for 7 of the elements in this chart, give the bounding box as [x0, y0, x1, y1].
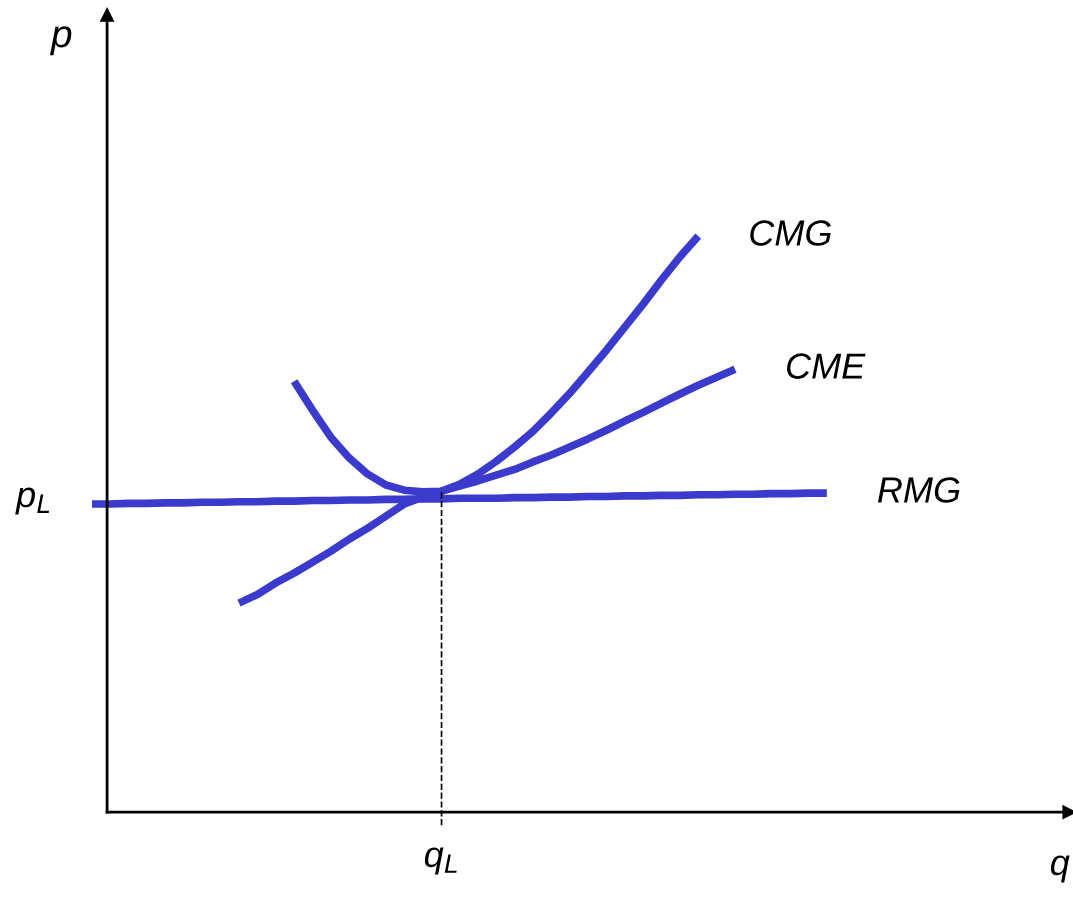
text: q — [1050, 855, 1070, 883]
series-label: CMG — [750, 220, 831, 246]
series-label: CME — [786, 353, 866, 379]
y-axis-title: p — [50, 26, 72, 56]
text: p$_{L}$ — [15, 487, 50, 515]
text: q$_{L}$ — [424, 847, 457, 875]
series-label: RMG — [877, 477, 960, 503]
